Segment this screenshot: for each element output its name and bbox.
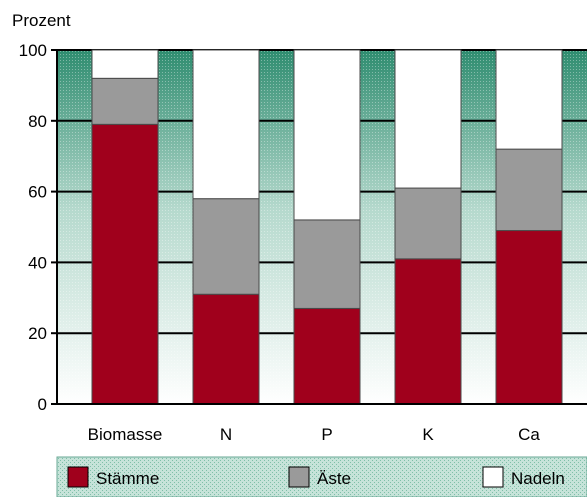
- y-tick-label: 40: [28, 253, 47, 272]
- y-axis-ticks: 0 20 40 60 80 100: [19, 41, 57, 414]
- bar-segment-nadeln-4: [495, 49, 563, 150]
- y-tick-label: 100: [19, 41, 47, 60]
- bar-segment-nadeln-2: [293, 49, 361, 221]
- y-tick-label: 20: [28, 324, 47, 343]
- bar-segment-staemme-4: [495, 230, 563, 405]
- bars-group: [91, 49, 563, 405]
- x-category-label: N: [220, 425, 232, 444]
- x-category-label: K: [422, 425, 434, 444]
- y-tick-label: 80: [28, 112, 47, 131]
- bar-segment-aeste-0: [91, 77, 159, 125]
- legend-swatch: [482, 466, 504, 488]
- legend-swatch: [288, 466, 310, 488]
- legend: Stämme Äste Nadeln: [56, 456, 587, 497]
- bar-segment-nadeln-1: [192, 49, 260, 200]
- y-tick-label: 0: [38, 395, 47, 414]
- bar-segment-staemme-3: [394, 258, 462, 405]
- bar-segment-staemme-2: [293, 307, 361, 405]
- bar-segment-staemme-0: [91, 123, 159, 405]
- y-axis-title: Prozent: [12, 11, 71, 30]
- bar-segment-aeste-4: [495, 148, 563, 232]
- legend-label: Stämme: [96, 469, 159, 488]
- bar-segment-aeste-3: [394, 187, 462, 260]
- x-category-label: Ca: [518, 425, 540, 444]
- x-category-label: P: [321, 425, 332, 444]
- bar-segment-staemme-1: [192, 293, 260, 405]
- x-axis-labels: Biomasse N P K Ca: [88, 425, 541, 444]
- bar-segment-nadeln-0: [91, 49, 159, 79]
- bar-segment-nadeln-3: [394, 49, 462, 189]
- bar-segment-aeste-1: [192, 198, 260, 295]
- x-category-label: Biomasse: [88, 425, 163, 444]
- legend-swatch: [67, 466, 89, 488]
- bar-segment-aeste-2: [293, 219, 361, 309]
- y-tick-label: 60: [28, 183, 47, 202]
- legend-label: Äste: [317, 469, 351, 488]
- legend-label: Nadeln: [511, 469, 565, 488]
